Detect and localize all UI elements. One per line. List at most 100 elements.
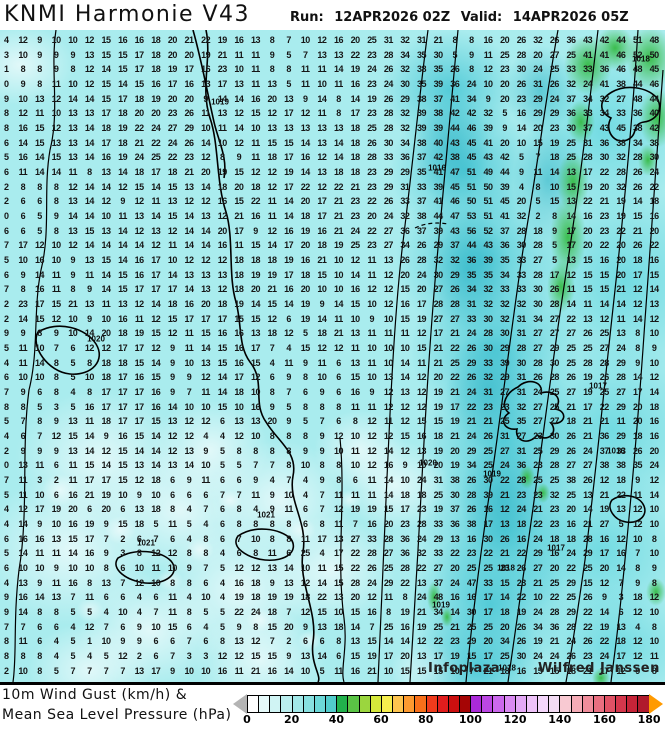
- gust-value: 13: [51, 533, 62, 544]
- gust-value: 24: [583, 79, 593, 89]
- gust-value: 47: [450, 167, 460, 177]
- gust-value: 31: [433, 475, 444, 485]
- gust-value: 18: [151, 475, 161, 485]
- gust-value: 38: [466, 519, 477, 529]
- gust-value: 5: [502, 108, 507, 119]
- gust-value: 13: [68, 152, 78, 163]
- pressure-label: 1020: [87, 334, 105, 344]
- legend-title-line2: Mean Sea Level Pressure (hPa): [2, 707, 232, 723]
- gust-value: 17: [566, 225, 577, 236]
- gust-value: 5: [286, 401, 291, 412]
- gust-value: 14: [250, 299, 261, 309]
- gust-value: 24: [417, 475, 427, 485]
- gust-value: 7: [186, 636, 192, 647]
- gust-value: 8: [269, 519, 275, 529]
- gust-value: 30: [516, 651, 527, 661]
- gust-value: 12: [300, 577, 311, 588]
- gust-value: 21: [333, 225, 344, 236]
- gust-value: 2: [4, 299, 9, 309]
- gust-value: 16: [101, 152, 111, 163]
- gust-value: 11: [118, 211, 127, 221]
- gust-value: 28: [383, 49, 394, 60]
- gust-value: 5: [70, 372, 75, 383]
- gust-value: 11: [85, 416, 94, 427]
- gust-value: 7: [319, 416, 325, 427]
- gust-value: 15: [234, 313, 244, 324]
- gust-value: 8: [20, 284, 26, 295]
- gust-value: 12: [234, 431, 244, 441]
- gust-value: 27: [533, 401, 543, 412]
- gust-value: 10: [300, 563, 311, 573]
- gust-value: 24: [516, 504, 527, 515]
- gust-value: 16: [217, 240, 228, 251]
- gust-value: 5: [552, 240, 557, 251]
- legend-tick: 40: [328, 713, 345, 726]
- gust-value: 9: [253, 225, 258, 236]
- gust-value: 10: [167, 563, 178, 573]
- gust-value: 41: [483, 137, 493, 148]
- gust-value: 23: [549, 519, 560, 529]
- gust-value: 7: [37, 431, 42, 441]
- gust-value: 4: [635, 621, 640, 632]
- gust-value: 5: [4, 548, 9, 559]
- gust-value: 8: [37, 416, 42, 427]
- gust-value: 30: [566, 123, 577, 133]
- gust-value: 38: [566, 475, 577, 485]
- gust-value: 12: [632, 519, 643, 529]
- gust-value: 18: [250, 592, 261, 603]
- gust-value: 25: [566, 592, 577, 603]
- gust-value: 11: [334, 79, 343, 89]
- gust-value: 6: [336, 387, 341, 397]
- gust-value: 13: [500, 519, 510, 529]
- gust-value: 11: [51, 269, 61, 280]
- gust-value: 32: [516, 401, 527, 412]
- gust-value: 18: [118, 137, 128, 148]
- gust-value: 25: [583, 563, 593, 573]
- gust-value: 6: [269, 372, 275, 383]
- legend-cell: [638, 696, 649, 712]
- gust-value: 15: [400, 431, 410, 441]
- gust-value: 10: [201, 665, 211, 676]
- gust-value: 28: [516, 49, 527, 60]
- gust-value: 25: [500, 651, 510, 661]
- gust-value: 4: [4, 431, 9, 441]
- gust-value: 29: [433, 533, 444, 544]
- gust-value: 8: [53, 225, 59, 236]
- legend-cell: [571, 696, 583, 712]
- gust-value: 16: [350, 284, 361, 295]
- gust-value: 23: [18, 299, 28, 309]
- gust-value: 27: [533, 328, 543, 339]
- gust-value: 16: [300, 152, 311, 163]
- gust-row: 3 10 9 9 9 13 15 15 17 18 20 20 19 21 11 11 9 5 7 13 13 22 23 2…: [0, 50, 665, 60]
- gust-value: 9: [303, 621, 308, 632]
- gust-value: 13: [35, 93, 45, 104]
- gust-value: 17: [284, 240, 294, 251]
- gust-row: 9 9 8 9 10 14 20 18 19 15 12 11 15 16 16 13 18 12 5 18 21 13 1…: [0, 328, 665, 338]
- gust-value: 12: [367, 592, 377, 603]
- gust-value: 35: [417, 49, 427, 60]
- gust-value: 12: [118, 651, 128, 661]
- gust-value: 14: [649, 387, 660, 397]
- gust-value: 7: [319, 489, 325, 500]
- gust-value: 18: [267, 152, 278, 163]
- gust-value: 10: [300, 35, 311, 45]
- gust-value: 17: [217, 79, 228, 89]
- gust-value: 14: [317, 577, 327, 588]
- gust-value: 15: [583, 255, 593, 265]
- gust-value: 13: [333, 123, 344, 133]
- gust-value: 9: [120, 196, 125, 207]
- gust-value: 16: [583, 211, 593, 221]
- gust-value: 18: [118, 108, 128, 119]
- gust-value: 30: [400, 79, 410, 89]
- gust-value: 16: [18, 533, 28, 544]
- gust-value: 11: [85, 269, 94, 280]
- gust-row: 6 9 14 11 9 11 14 15 16 17 14 13 13 13 18 19 19 17 18 15 10 1…: [0, 270, 665, 280]
- gust-value: 13: [234, 79, 244, 89]
- gust-value: 45: [649, 64, 660, 75]
- gust-value: 25: [566, 152, 577, 163]
- gust-value: 14: [317, 93, 327, 104]
- gust-value: 9: [635, 577, 640, 588]
- gust-value: 9: [186, 475, 192, 485]
- gust-value: 5: [70, 636, 75, 647]
- gust-value: 17: [566, 240, 577, 251]
